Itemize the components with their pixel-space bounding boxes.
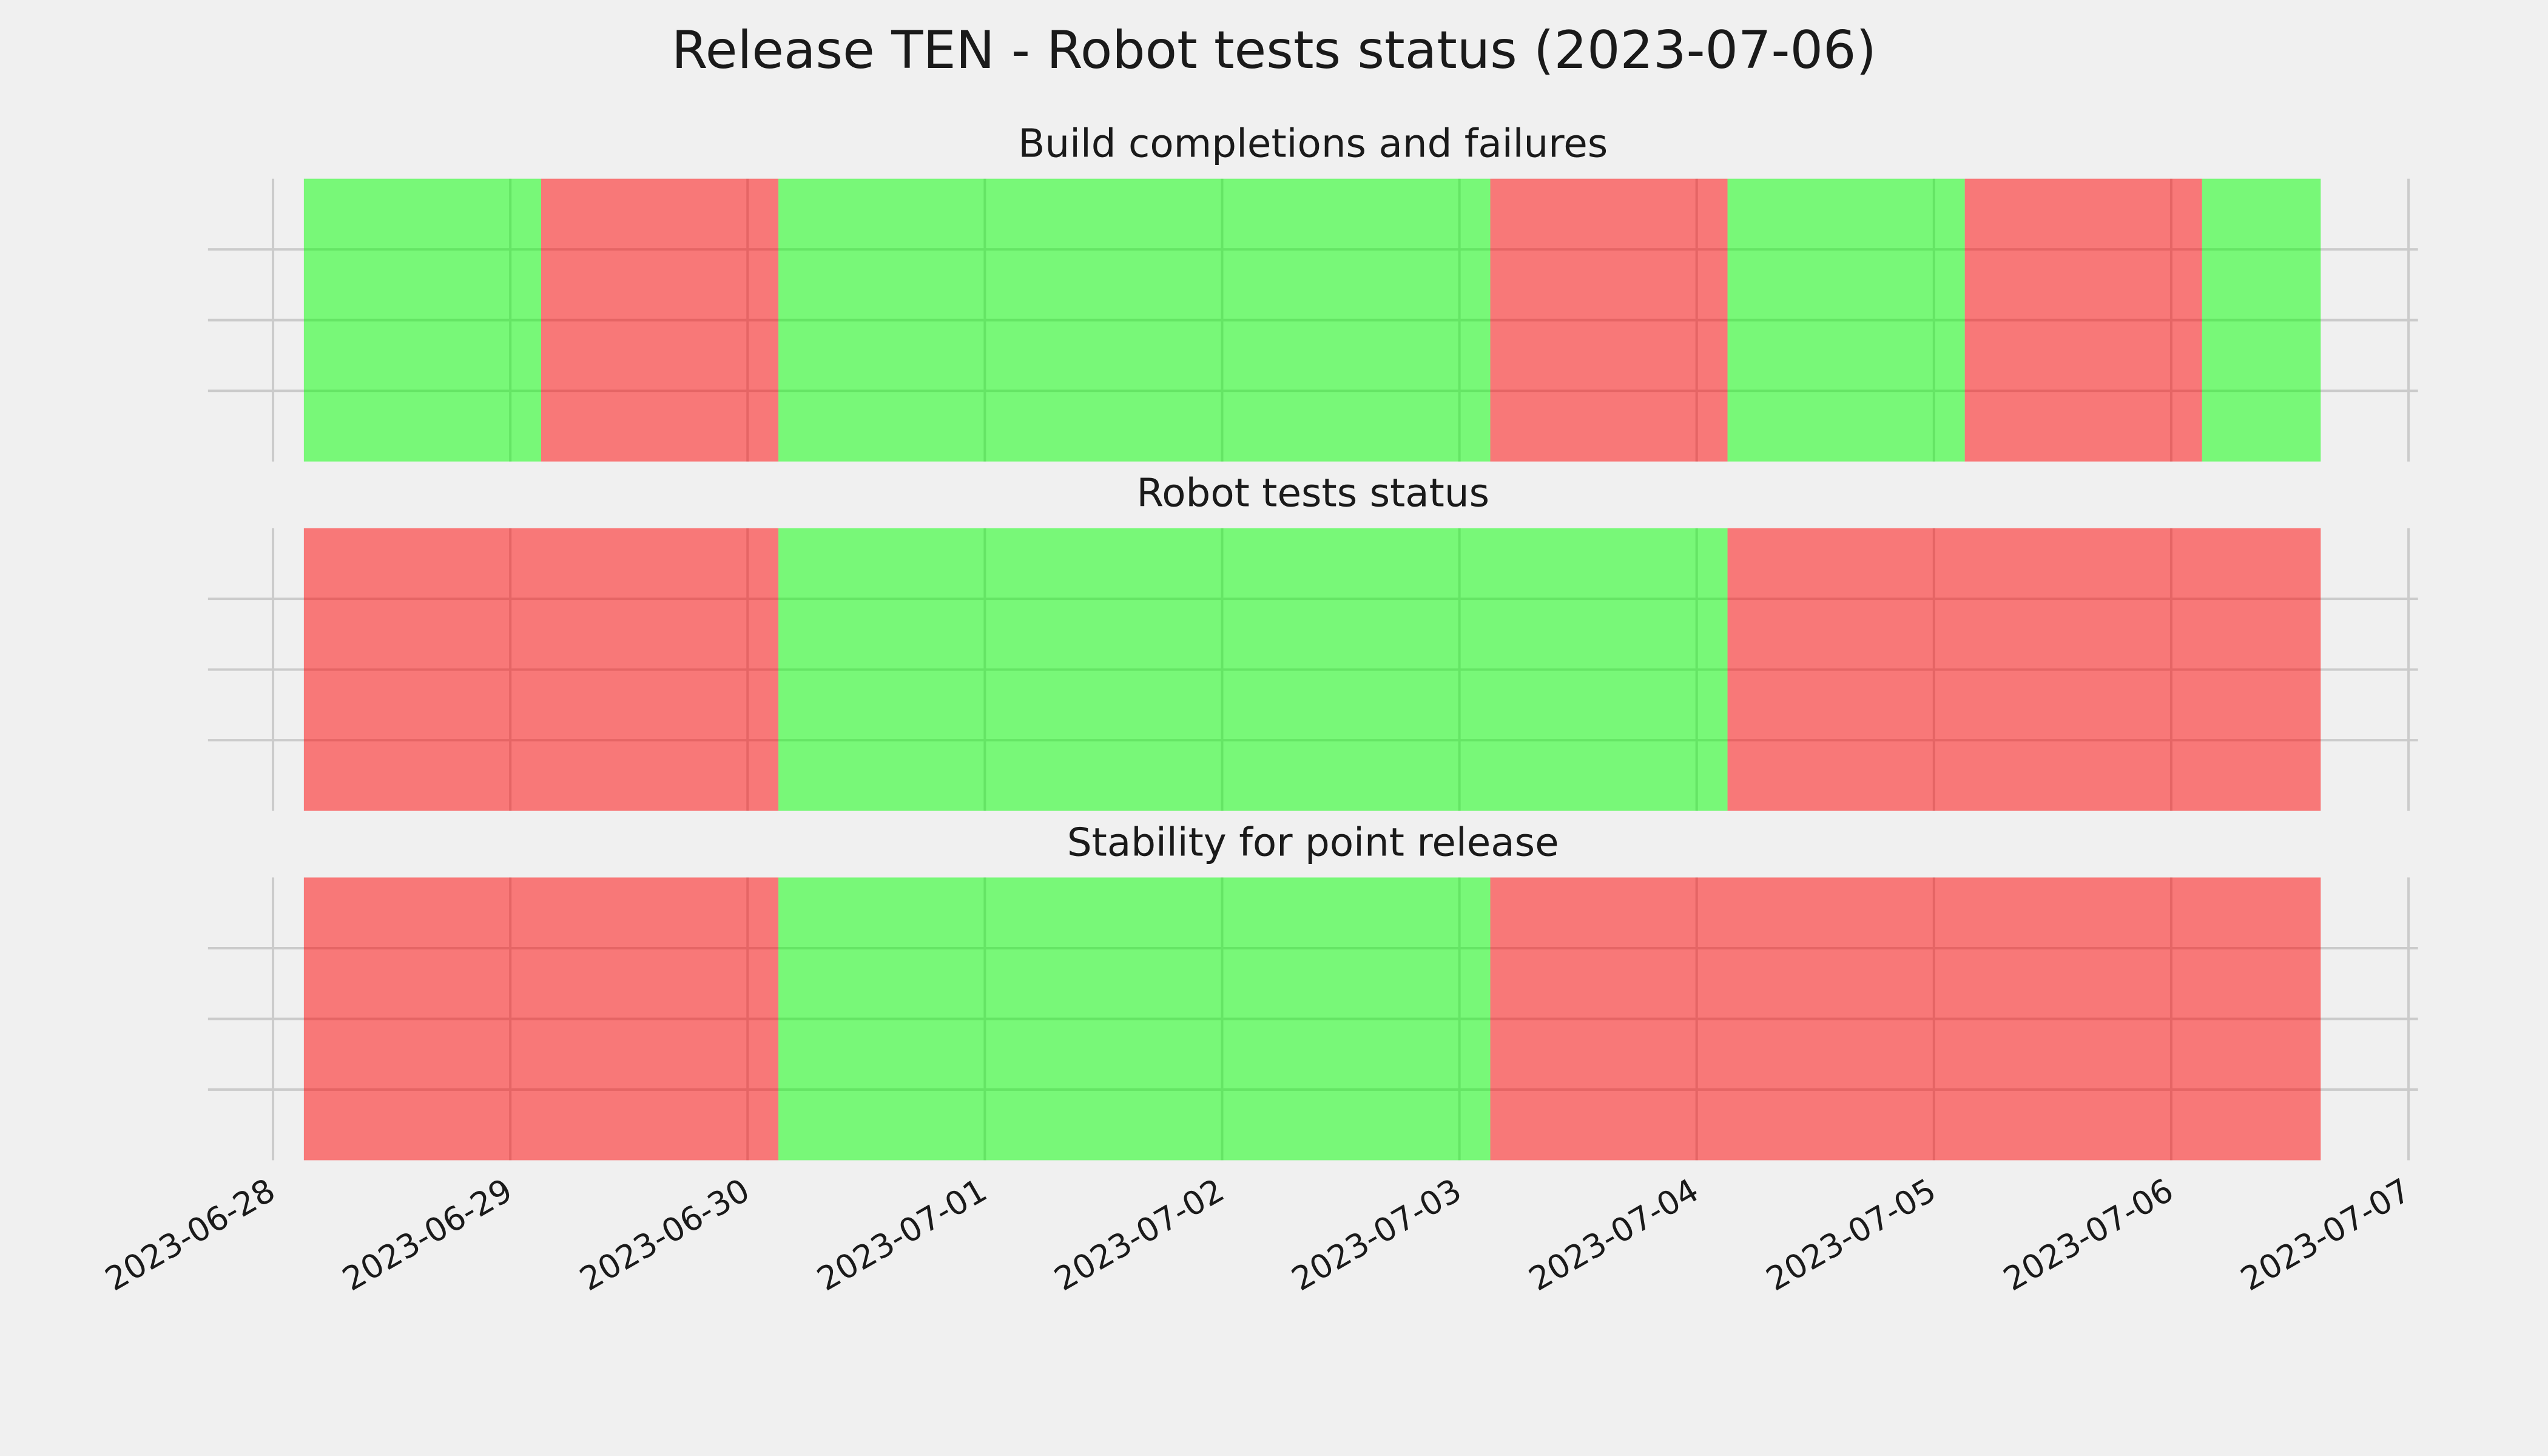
subplot-title: Stability for point release — [1067, 820, 1559, 865]
figure-title: Release TEN - Robot tests status (2023-0… — [672, 20, 1876, 81]
span — [1964, 178, 2202, 462]
span — [303, 877, 779, 1161]
subplot-title: Robot tests status — [1136, 471, 1489, 516]
span — [1490, 877, 2321, 1161]
subplot-title: Build completions and failures — [1018, 121, 1608, 167]
span — [2202, 178, 2321, 462]
span — [1727, 178, 1965, 462]
span — [1490, 178, 1728, 462]
span — [541, 178, 779, 462]
span — [1727, 528, 2321, 811]
span — [778, 528, 1728, 811]
span — [778, 877, 1491, 1161]
span — [303, 528, 779, 811]
span — [778, 178, 1491, 462]
span — [303, 178, 541, 462]
